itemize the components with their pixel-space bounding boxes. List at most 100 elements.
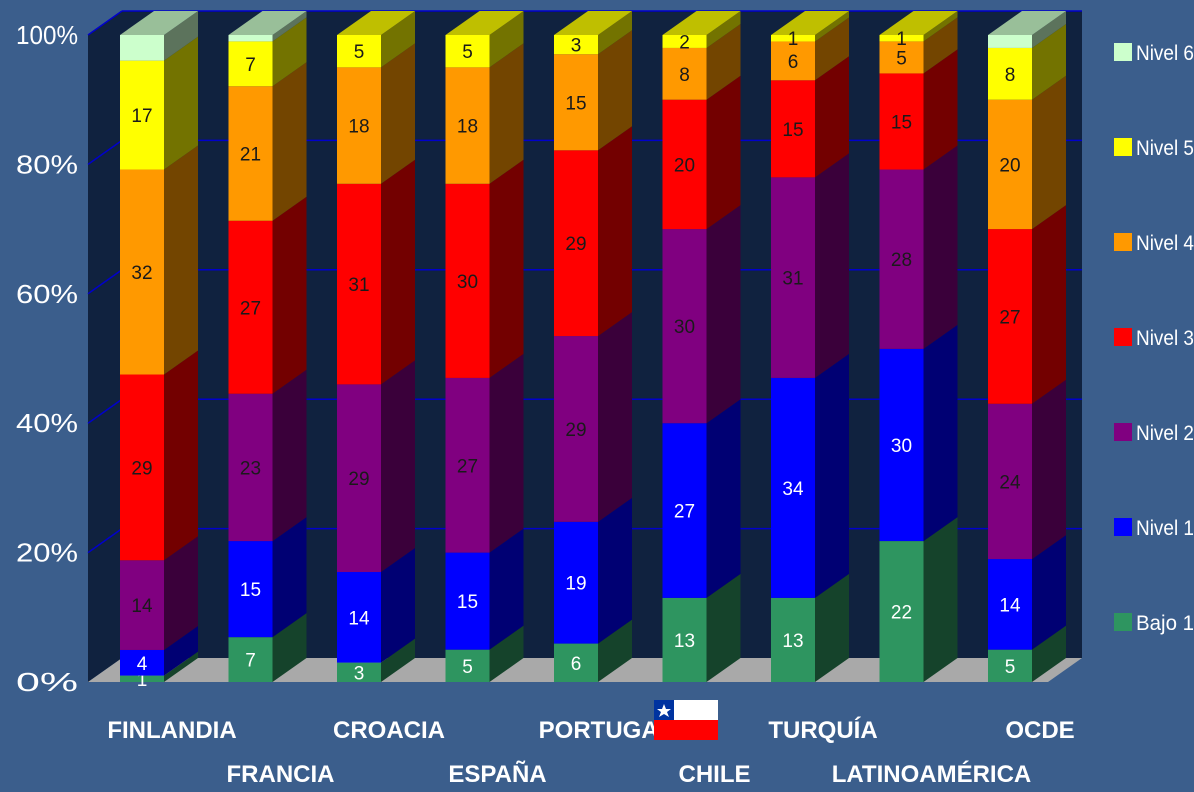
bar-croacia: 3 14 29 31 18 5 xyxy=(337,11,415,684)
data-label: 31 xyxy=(782,269,803,290)
data-label: 5 xyxy=(1005,657,1016,678)
bar-segment-front xyxy=(228,393,273,542)
bar-segment: 13 xyxy=(662,573,741,682)
legend-item-nivel-5: Nivel 5 xyxy=(1114,137,1194,160)
gridline-side xyxy=(87,527,123,554)
bar-segment-front xyxy=(337,572,381,663)
bar-segment-front xyxy=(120,675,164,682)
data-label: 18 xyxy=(348,117,369,138)
bar-segment-side xyxy=(1032,535,1066,650)
bar-segment-front xyxy=(879,35,924,42)
data-label: 4 xyxy=(137,654,148,675)
bar-top xyxy=(771,11,849,35)
bar-segment-side xyxy=(272,613,307,682)
legend-swatch xyxy=(1114,328,1132,346)
bar-segment: 30 xyxy=(879,324,958,542)
y-axis: 0% 20% 40% 60% 80% 100% xyxy=(16,20,78,697)
bar-segment: 29 xyxy=(120,350,198,561)
bar-segment-front xyxy=(337,183,381,385)
bar-segment: 19 xyxy=(554,497,632,644)
bar-segment-side xyxy=(381,638,415,682)
bar-segment-front xyxy=(337,35,381,68)
bar-segment-front xyxy=(879,169,924,349)
bar-segment: 3 xyxy=(554,11,632,57)
bar-segment: 1 xyxy=(120,651,198,691)
bar-segment-front xyxy=(120,60,164,170)
bar-segment: 31 xyxy=(337,159,415,385)
bar-segment-front xyxy=(337,662,381,682)
bar-segment: 20 xyxy=(662,75,741,230)
bar-segment-side xyxy=(272,11,307,42)
legend-swatch xyxy=(1114,138,1132,156)
bar-segment: 23 xyxy=(228,369,307,542)
bar-segment: 13 xyxy=(771,573,849,682)
bar-segment-side xyxy=(923,324,958,542)
legend-label: Bajo 1 xyxy=(1136,612,1194,635)
bar-segment: 18 xyxy=(445,43,524,184)
data-label: 22 xyxy=(891,603,912,624)
gridline-side xyxy=(87,139,123,166)
data-label: 14 xyxy=(999,595,1021,616)
bar-segment: 5 xyxy=(445,11,524,68)
data-label: 32 xyxy=(131,263,152,284)
bar-segment-side xyxy=(706,205,741,424)
bar-segment-side xyxy=(923,517,958,682)
bar-segment-front xyxy=(662,47,707,100)
data-label: 5 xyxy=(462,42,473,63)
bar-segment-side xyxy=(272,196,307,394)
bar-segment-front xyxy=(879,541,924,682)
bar-segment-front xyxy=(554,150,598,337)
category-label: FRANCIA xyxy=(227,761,335,787)
bar-segment: 5 xyxy=(337,11,415,68)
legend-swatch xyxy=(1114,43,1132,61)
bar-segment-front xyxy=(120,649,164,676)
data-label: 17 xyxy=(131,106,152,127)
data-label: 27 xyxy=(457,456,478,477)
legend-swatch xyxy=(1114,613,1132,631)
bar-segment-front xyxy=(228,86,273,221)
bar-segment: 24 xyxy=(988,379,1066,560)
bar-segment-front xyxy=(445,35,490,68)
bar-segment: 5 xyxy=(445,625,524,682)
data-label: 21 xyxy=(240,145,261,166)
bar-espana: 5 15 27 30 18 5 xyxy=(445,11,524,682)
data-label: 5 xyxy=(896,48,907,69)
bar-segment-front xyxy=(228,41,273,87)
bar-segment: 15 xyxy=(228,517,307,638)
data-label: 15 xyxy=(782,120,803,141)
bar-segment: 6 xyxy=(771,17,849,81)
data-label: 29 xyxy=(565,234,586,255)
y-tick-label: 20% xyxy=(16,538,78,568)
bar-segment-side xyxy=(1032,11,1066,48)
bar-chile: 13 27 30 20 8 2 xyxy=(662,11,741,682)
bar-segment xyxy=(988,11,1066,48)
data-label: 7 xyxy=(245,651,256,672)
data-label: 27 xyxy=(674,502,695,523)
bar-segment-front xyxy=(554,336,598,522)
bar-segment: 5 xyxy=(988,625,1066,682)
bar-segment-side xyxy=(706,573,741,682)
bar-segment: 17 xyxy=(120,36,198,170)
bar-segment-side xyxy=(272,517,307,638)
legend-item-nivel-6: Nivel 6 xyxy=(1114,42,1194,65)
bar-segment-side xyxy=(272,62,307,221)
bar-top xyxy=(879,11,958,35)
data-label: 15 xyxy=(457,592,478,613)
data-label: 14 xyxy=(348,608,370,629)
data-label: 24 xyxy=(999,472,1021,493)
y-tick-label: 40% xyxy=(16,408,78,438)
bar-segment-side xyxy=(598,619,632,682)
bar-segment-side xyxy=(381,11,415,68)
data-label: 7 xyxy=(245,55,256,76)
legend: Nivel 6 Nivel 5 Nivel 4 Nivel 3 Nivel 2 Nivel… xyxy=(1114,42,1194,635)
bar-segment: 15 xyxy=(879,49,958,170)
chile-flag-icon xyxy=(654,700,718,740)
bar-segment-side xyxy=(164,625,198,676)
bar-segment: 18 xyxy=(337,43,415,184)
bar-segment-side xyxy=(706,11,741,48)
bar-top xyxy=(120,11,198,35)
y-tick-label: 0% xyxy=(16,667,78,697)
bar-segment-side xyxy=(1032,379,1066,560)
data-label: 30 xyxy=(674,317,695,338)
bar-segment-side xyxy=(598,126,632,337)
